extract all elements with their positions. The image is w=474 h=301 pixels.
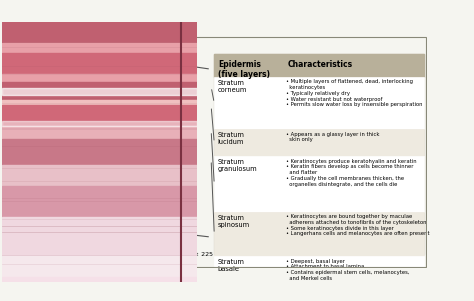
Bar xyxy=(2,256,197,277)
Text: • Keratinocytes are bound together by maculae
  adherens attached to tonofibrils: • Keratinocytes are bound together by ma… xyxy=(285,214,429,236)
Text: Epidermis of thick skin: Epidermis of thick skin xyxy=(63,252,135,257)
Bar xyxy=(2,74,197,82)
Bar xyxy=(214,129,423,156)
Text: LM × 225: LM × 225 xyxy=(183,252,213,257)
Text: • Keratinocytes produce keratohyalin and keratin
• Keratin fibers develop as cel: • Keratinocytes produce keratohyalin and… xyxy=(285,159,416,187)
Bar xyxy=(2,186,197,217)
Bar xyxy=(2,277,197,282)
Text: Stratum
basale: Stratum basale xyxy=(218,259,244,272)
Text: Stratum
corneum: Stratum corneum xyxy=(218,80,247,93)
Bar xyxy=(214,256,423,299)
Bar xyxy=(2,43,197,53)
Bar xyxy=(214,54,423,77)
Bar xyxy=(2,217,197,256)
Bar xyxy=(214,212,423,256)
Text: • Appears as a glassy layer in thick
  skin only: • Appears as a glassy layer in thick ski… xyxy=(285,132,379,142)
Text: Stratum
spinosum: Stratum spinosum xyxy=(218,215,249,228)
Bar xyxy=(214,77,423,129)
Bar xyxy=(2,82,197,100)
Bar xyxy=(2,121,197,126)
Text: © 2013 Pearson Education, Inc.: © 2013 Pearson Education, Inc. xyxy=(63,261,141,266)
Bar xyxy=(214,156,423,212)
Bar xyxy=(2,126,197,139)
Bar xyxy=(2,22,197,43)
Bar xyxy=(214,54,423,254)
Bar xyxy=(2,165,197,186)
Bar xyxy=(2,105,197,126)
Text: Characteristics: Characteristics xyxy=(288,60,353,69)
Text: Basal lamina: Basal lamina xyxy=(123,226,209,237)
Bar xyxy=(2,88,197,95)
Text: Surface: Surface xyxy=(145,58,209,69)
Text: • Multiple layers of flattened, dead, interlocking
  keratinocytes
• Typically r: • Multiple layers of flattened, dead, in… xyxy=(285,79,422,107)
Bar xyxy=(2,53,197,74)
Text: Epidermis
(five layers): Epidermis (five layers) xyxy=(218,60,270,79)
Bar xyxy=(214,299,423,301)
Text: • Deepest, basal layer
• Attachment to basal lamina
• Contains epidermal stem ce: • Deepest, basal layer • Attachment to b… xyxy=(285,259,409,281)
Text: Stratum
lucidum: Stratum lucidum xyxy=(218,132,244,145)
Bar xyxy=(2,100,197,105)
Text: Stratum
granulosum: Stratum granulosum xyxy=(218,159,257,172)
Bar xyxy=(2,139,197,165)
